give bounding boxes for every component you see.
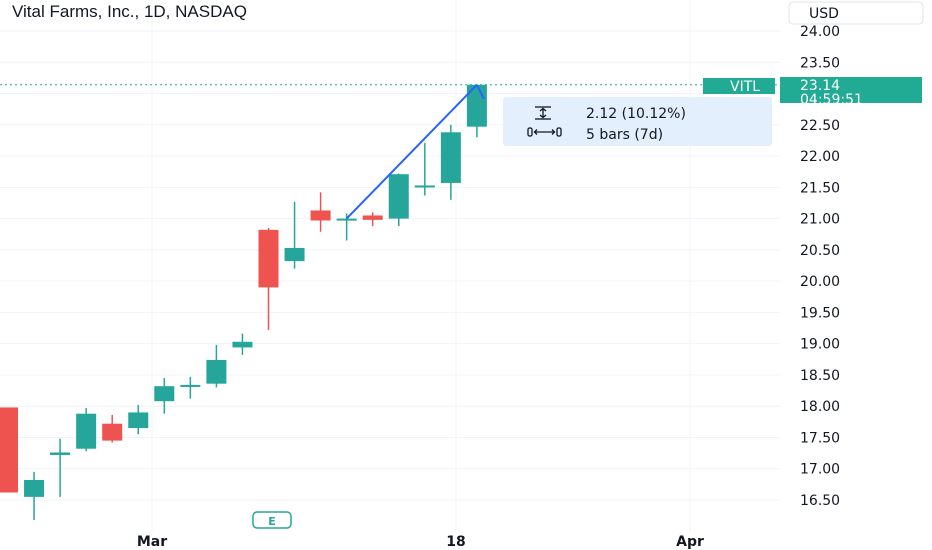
candle-body bbox=[440, 132, 461, 183]
last-price-tag: 23.14 04:59:51 bbox=[780, 77, 922, 108]
candle-body bbox=[232, 341, 253, 348]
measure-bar-count: 5 bars (7d) bbox=[586, 127, 663, 143]
candle-up bbox=[76, 408, 97, 452]
price-tick-label: 24.00 bbox=[800, 24, 840, 40]
candle-body bbox=[0, 407, 18, 493]
chart-title: Vital Farms, Inc., 1D, NASDAQ bbox=[12, 2, 247, 21]
measure-price-change: 2.12 (10.12%) bbox=[586, 106, 686, 122]
currency-label: USD bbox=[809, 6, 839, 22]
candle-body bbox=[180, 384, 201, 387]
price-tick-label: 21.00 bbox=[800, 212, 840, 228]
candle-body bbox=[154, 386, 175, 402]
price-tick-label: 17.50 bbox=[800, 430, 840, 446]
candle-body bbox=[388, 174, 409, 219]
candle-up bbox=[50, 438, 71, 497]
currency-button[interactable]: USD bbox=[788, 1, 924, 25]
price-tick-label: 23.50 bbox=[800, 55, 840, 71]
candlestick-series bbox=[0, 84, 487, 521]
bar-range-icon bbox=[527, 127, 562, 137]
candle-body bbox=[336, 218, 357, 221]
candle-up bbox=[414, 142, 435, 196]
price-tick-label: 19.00 bbox=[800, 337, 840, 353]
candle-down bbox=[258, 227, 279, 330]
price-range-icon bbox=[535, 106, 551, 120]
candle-body bbox=[24, 479, 45, 497]
candle-body bbox=[76, 413, 97, 449]
candle-up bbox=[24, 471, 45, 521]
candle-body bbox=[102, 423, 123, 441]
candle-up bbox=[232, 333, 253, 355]
candle-body bbox=[50, 452, 71, 455]
measure-tool[interactable]: 2.12 (10.12%) 5 bars (7d) bbox=[345, 84, 772, 220]
measure-info-box bbox=[503, 97, 772, 146]
last-price-value: 23.14 bbox=[800, 78, 840, 94]
candle-up bbox=[388, 173, 409, 227]
time-axis[interactable]: Mar 18 Apr bbox=[0, 531, 932, 550]
candle-up bbox=[154, 378, 175, 414]
candle-down bbox=[0, 407, 18, 493]
candle-up bbox=[206, 344, 227, 388]
price-tick-label: 22.50 bbox=[800, 118, 840, 134]
time-axis-labels: Mar 18 Apr bbox=[137, 534, 704, 550]
candle-down bbox=[362, 212, 383, 227]
candle-body bbox=[258, 229, 279, 288]
candle-body bbox=[414, 185, 435, 188]
price-tick-label: 20.00 bbox=[800, 274, 840, 290]
time-tick-label: 18 bbox=[446, 534, 465, 550]
bar-countdown: 04:59:51 bbox=[800, 92, 863, 108]
price-tick-label: 20.50 bbox=[800, 243, 840, 259]
earnings-marker[interactable]: E bbox=[252, 511, 292, 529]
earnings-icon: E bbox=[268, 515, 276, 528]
time-tick-label: Mar bbox=[137, 534, 167, 550]
time-tick-label: Apr bbox=[676, 534, 704, 550]
price-tick-label: 16.50 bbox=[800, 493, 840, 509]
candle-body bbox=[362, 215, 383, 220]
symbol-tag: VITL bbox=[703, 78, 775, 95]
price-tick-label: 18.50 bbox=[800, 368, 840, 384]
price-tick-label: 19.50 bbox=[800, 305, 840, 321]
measure-trend-line[interactable] bbox=[345, 84, 478, 220]
price-axis-labels: 24.00 23.50 22.50 22.00 21.50 21.00 20.50 20.00… bbox=[800, 24, 840, 509]
symbol-tag-text: VITL bbox=[730, 79, 760, 95]
candle-body bbox=[206, 359, 227, 384]
candle-up bbox=[284, 201, 305, 269]
price-tick-label: 18.00 bbox=[800, 399, 840, 415]
candle-down bbox=[102, 414, 123, 443]
candle-body bbox=[284, 247, 305, 262]
chart-grid bbox=[0, 0, 780, 531]
measure-arrow-head bbox=[476, 84, 485, 100]
price-tick-label: 21.50 bbox=[800, 180, 840, 196]
candle-up bbox=[440, 124, 461, 200]
price-tick-label: 17.00 bbox=[800, 462, 840, 478]
candle-body bbox=[128, 412, 149, 429]
candle-body bbox=[310, 210, 331, 221]
price-tick-label: 22.00 bbox=[800, 149, 840, 165]
candle-up bbox=[128, 404, 149, 435]
candle-down bbox=[310, 192, 331, 232]
candle-up bbox=[180, 376, 201, 399]
